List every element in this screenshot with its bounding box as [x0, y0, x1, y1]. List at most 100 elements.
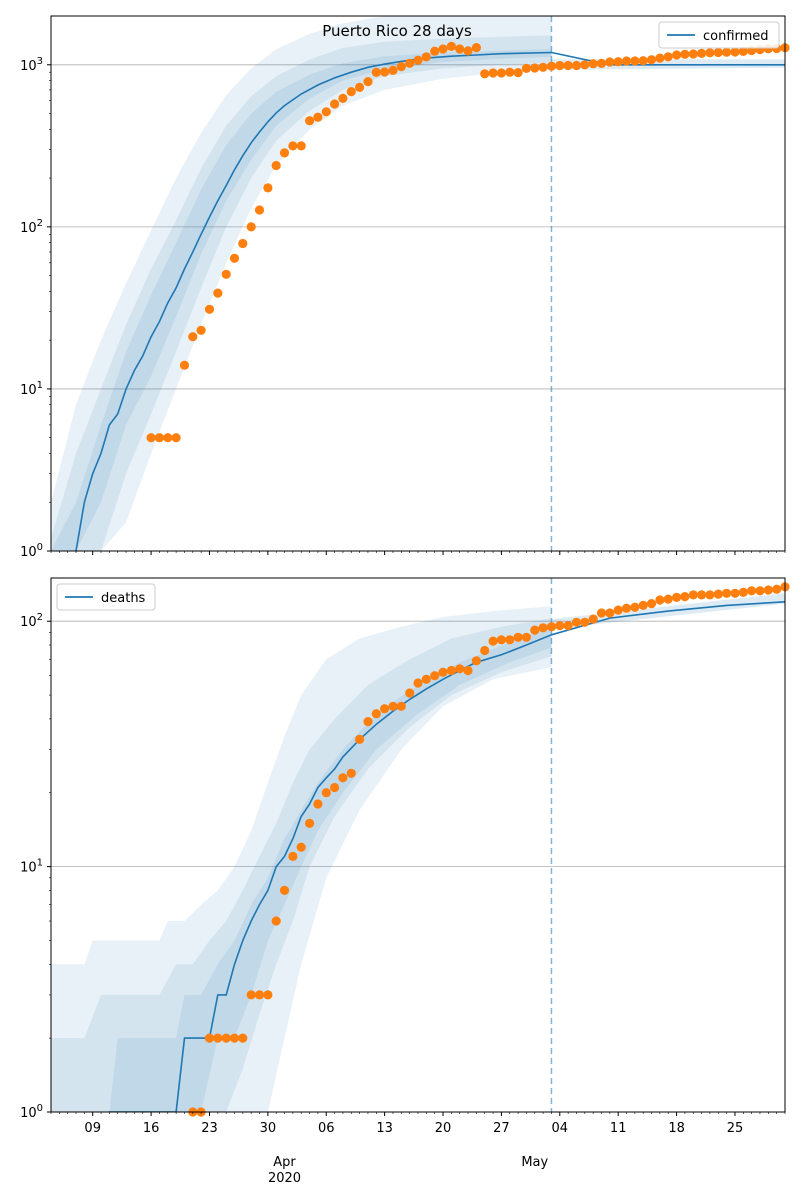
x-axis-labels: Apr May 2020 — [268, 1155, 549, 1186]
model-line-confirmed — [75, 51, 785, 551]
observed-point-confirmed — [288, 141, 298, 151]
observed-point-deaths — [738, 587, 748, 598]
observed-point-confirmed — [588, 59, 598, 69]
observed-point-deaths — [705, 590, 715, 600]
observed-point-confirmed — [204, 304, 215, 314]
observed-point-confirmed — [196, 325, 206, 335]
observed-point-confirmed — [613, 57, 623, 67]
legend-label-deaths: deaths — [101, 591, 146, 606]
x-tick-label: 25 — [727, 1121, 744, 1136]
observed-point-deaths — [229, 1033, 240, 1043]
x-tick-label: 09 — [84, 1121, 101, 1136]
legend-box-confirmed — [658, 21, 780, 49]
observed-point-confirmed — [188, 332, 198, 342]
observed-point-confirmed — [421, 52, 431, 62]
observed-point-confirmed — [363, 77, 373, 87]
chart-panel-confirmed: 100 101 102 103 confirmed — [20, 15, 790, 560]
observed-point-confirmed — [621, 56, 632, 66]
observed-point-deaths — [213, 1033, 223, 1043]
y-tick-label-deaths: 102 — [20, 612, 43, 630]
observed-point-deaths — [346, 768, 356, 778]
observed-point-confirmed — [154, 433, 164, 443]
observed-point-confirmed — [471, 43, 481, 53]
observed-point-deaths — [480, 645, 490, 656]
observed-point-confirmed — [496, 68, 506, 78]
observed-point-deaths — [697, 590, 707, 600]
observed-point-deaths — [722, 588, 732, 598]
observed-point-deaths — [263, 990, 273, 1000]
x-month-label-apr: Apr — [273, 1155, 296, 1170]
observed-point-confirmed — [596, 58, 607, 68]
observed-point-confirmed — [305, 116, 315, 126]
uncertainty-band-confirmed — [51, 49, 552, 551]
observed-point-deaths — [421, 674, 431, 684]
observed-point-confirmed — [605, 57, 615, 67]
uncertainty-band-deaths — [51, 618, 552, 1112]
x-year-label: 2020 — [268, 1171, 301, 1186]
observed-point-confirmed — [530, 63, 540, 73]
observed-point-deaths — [305, 818, 315, 829]
x-tick-label: 13 — [376, 1121, 393, 1136]
model-line-deaths — [105, 601, 785, 1112]
observed-point-confirmed — [713, 47, 723, 58]
observed-point-confirmed — [263, 183, 273, 193]
observed-point-deaths — [730, 588, 740, 598]
observed-point-deaths — [646, 599, 657, 609]
observed-point-confirmed — [163, 433, 173, 443]
observed-point-confirmed — [580, 60, 590, 70]
observed-point-confirmed — [279, 148, 290, 158]
observed-point-confirmed — [405, 58, 415, 68]
x-month-label-may: May — [521, 1155, 548, 1170]
observed-point-confirmed — [638, 56, 648, 66]
y-tick-label-confirmed: 102 — [20, 218, 43, 236]
y-tick-label-confirmed: 101 — [20, 380, 43, 398]
observed-point-deaths — [588, 614, 598, 624]
observed-point-confirmed — [438, 44, 448, 54]
chart-title: Puerto Rico 28 days — [322, 22, 472, 40]
legend-box-deaths — [56, 583, 156, 611]
observed-point-deaths — [530, 625, 540, 635]
observed-point-deaths — [388, 701, 398, 711]
observed-point-confirmed — [238, 238, 248, 249]
observed-point-deaths — [672, 592, 682, 603]
observed-point-confirmed — [630, 56, 640, 66]
observed-point-confirmed — [521, 63, 532, 73]
observed-point-confirmed — [655, 53, 665, 63]
observed-point-confirmed — [213, 288, 223, 298]
x-tick-label: 04 — [552, 1121, 569, 1136]
observed-point-confirmed — [555, 60, 565, 71]
observed-point-confirmed — [672, 50, 682, 60]
observed-point-deaths — [463, 665, 473, 676]
x-tick-label: 23 — [201, 1121, 218, 1136]
observed-point-confirmed — [338, 93, 348, 103]
x-tick-label: 27 — [493, 1121, 510, 1136]
observed-point-deaths — [621, 603, 632, 613]
observed-point-deaths — [613, 605, 623, 615]
observed-point-deaths — [513, 632, 523, 642]
x-tick-label: 16 — [143, 1121, 160, 1136]
observed-point-deaths — [313, 799, 323, 809]
y-tick-label-deaths: 101 — [20, 858, 43, 876]
observed-point-confirmed — [321, 107, 331, 117]
observed-point-deaths — [446, 665, 456, 676]
observed-point-confirmed — [563, 60, 573, 71]
y-tick-label-deaths: 100 — [20, 1103, 43, 1121]
observed-point-deaths — [638, 600, 648, 611]
observed-point-deaths — [246, 990, 256, 1000]
observed-point-deaths — [288, 851, 298, 862]
observed-point-confirmed — [296, 141, 306, 151]
observed-point-confirmed — [171, 433, 181, 443]
observed-point-confirmed — [663, 52, 673, 62]
observed-point-confirmed — [546, 61, 557, 71]
observed-point-deaths — [330, 782, 340, 793]
observed-point-deaths — [546, 622, 557, 632]
observed-point-confirmed — [355, 82, 365, 92]
legend-label-confirmed: confirmed — [703, 29, 769, 44]
observed-point-deaths — [630, 602, 640, 612]
observed-point-deaths — [238, 1033, 248, 1043]
observed-point-confirmed — [396, 62, 406, 72]
x-tick-label: 30 — [260, 1121, 277, 1136]
observed-point-deaths — [505, 635, 515, 645]
observed-point-confirmed — [513, 68, 523, 78]
observed-point-deaths — [680, 592, 690, 602]
